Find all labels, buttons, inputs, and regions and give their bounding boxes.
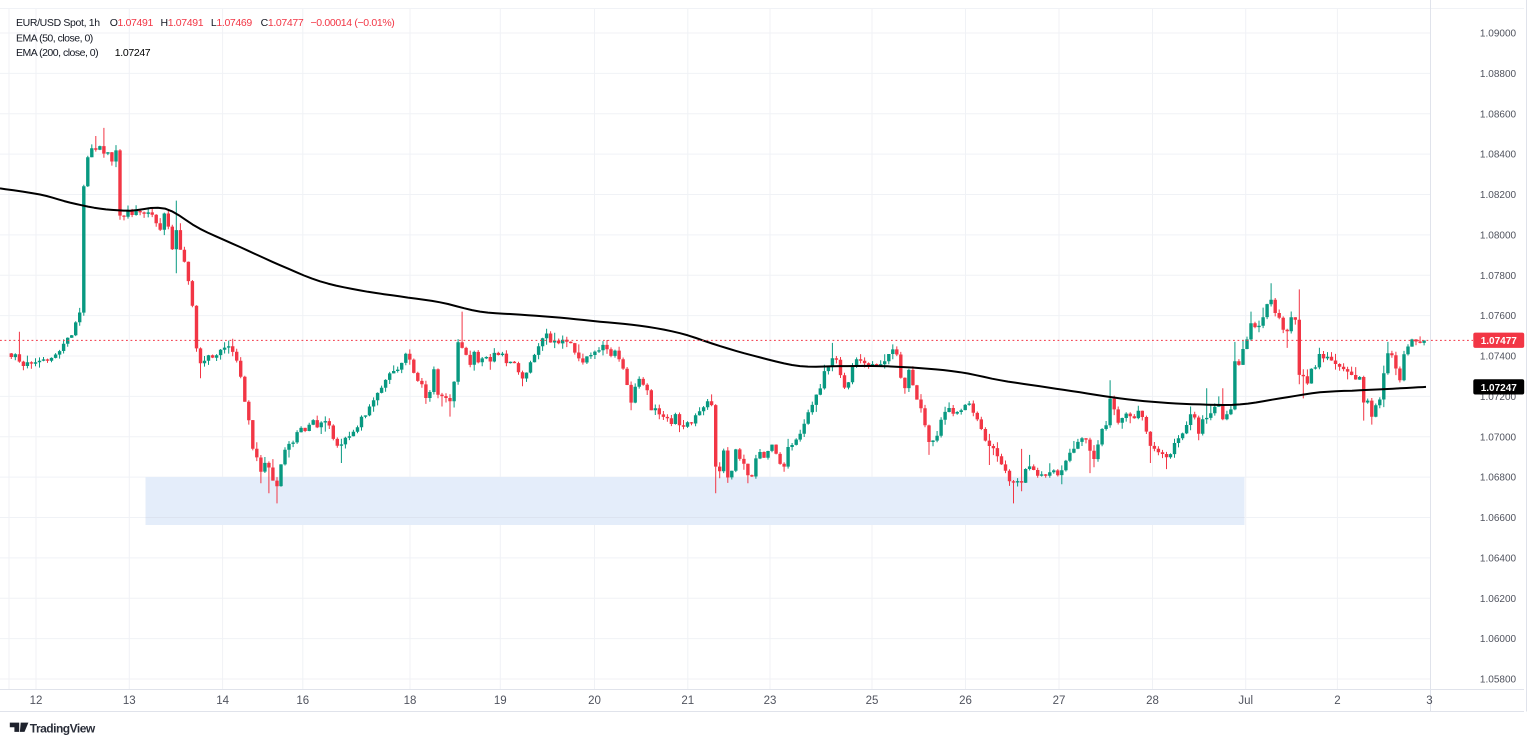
svg-text:1.07400: 1.07400: [1480, 352, 1517, 363]
svg-text:1.06200: 1.06200: [1480, 594, 1517, 605]
svg-text:1.07800: 1.07800: [1480, 271, 1517, 282]
svg-text:Jul: Jul: [1238, 695, 1253, 707]
svg-text:1.08000: 1.08000: [1480, 230, 1517, 241]
svg-text:1.08400: 1.08400: [1480, 150, 1517, 161]
svg-text:1.07247: 1.07247: [115, 47, 151, 59]
svg-text:19: 19: [494, 695, 507, 707]
svg-text:13: 13: [123, 695, 136, 707]
svg-text:H1.07491: H1.07491: [161, 17, 204, 29]
svg-text:1.07477: 1.07477: [1481, 336, 1518, 347]
svg-text:1.06400: 1.06400: [1480, 553, 1517, 564]
svg-text:14: 14: [216, 695, 229, 707]
svg-text:16: 16: [296, 695, 309, 707]
svg-text:1.06800: 1.06800: [1480, 473, 1517, 484]
svg-text:EMA (50, close, 0): EMA (50, close, 0): [16, 32, 93, 44]
svg-text:12: 12: [30, 695, 43, 707]
svg-text:3: 3: [1426, 695, 1432, 707]
svg-text:L1.07469: L1.07469: [211, 17, 253, 29]
svg-text:−0.00014 (−0.01%): −0.00014 (−0.01%): [311, 17, 395, 29]
svg-text:2: 2: [1334, 695, 1340, 707]
svg-text:1.07247: 1.07247: [1481, 383, 1518, 394]
svg-text:25: 25: [866, 695, 879, 707]
svg-text:20: 20: [588, 695, 601, 707]
svg-text:1.07600: 1.07600: [1480, 311, 1517, 322]
svg-text:1.06000: 1.06000: [1480, 634, 1517, 645]
svg-text:1.08800: 1.08800: [1480, 69, 1517, 80]
svg-text:C1.07477: C1.07477: [261, 17, 304, 29]
svg-text:O1.07491: O1.07491: [110, 17, 154, 29]
svg-text:18: 18: [404, 695, 417, 707]
svg-text:1.06600: 1.06600: [1480, 513, 1517, 524]
svg-text:1.08200: 1.08200: [1480, 190, 1517, 201]
svg-text:23: 23: [764, 695, 777, 707]
svg-text:1.08600: 1.08600: [1480, 109, 1517, 120]
svg-text:1.05800: 1.05800: [1480, 675, 1517, 686]
svg-text:TradingView: TradingView: [30, 722, 96, 736]
svg-text:26: 26: [959, 695, 972, 707]
svg-text:1.07000: 1.07000: [1480, 432, 1517, 443]
svg-text:EUR/USD Spot, 1h: EUR/USD Spot, 1h: [16, 17, 100, 29]
svg-text:1.09000: 1.09000: [1480, 29, 1517, 40]
svg-text:EMA (200, close, 0): EMA (200, close, 0): [16, 47, 98, 59]
svg-text:28: 28: [1146, 695, 1159, 707]
svg-text:21: 21: [681, 695, 694, 707]
svg-text:1.07200: 1.07200: [1480, 392, 1517, 403]
svg-text:27: 27: [1053, 695, 1066, 707]
